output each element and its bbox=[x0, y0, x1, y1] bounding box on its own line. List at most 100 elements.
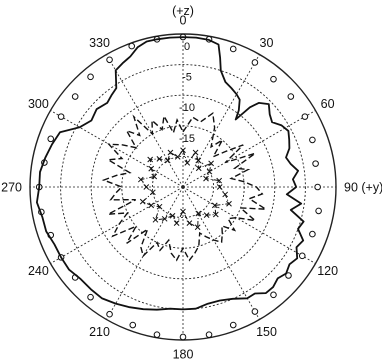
series-marker-circle bbox=[285, 272, 292, 279]
angle-label: 150 bbox=[256, 325, 277, 339]
axis-labels: (+z) 0 30 60 90 (+y) 120 150 180 210 240 270 300 33… bbox=[1, 4, 382, 362]
series-marker-x bbox=[173, 220, 180, 227]
top-axis-label: (+z) bbox=[172, 4, 194, 18]
series-marker-x bbox=[222, 191, 229, 198]
grid-spoke bbox=[106, 54, 184, 188]
series-marker-x bbox=[167, 149, 174, 156]
grid-spoke bbox=[182, 110, 316, 188]
x-stroke bbox=[212, 211, 219, 218]
x-stroke bbox=[186, 220, 193, 227]
series-marker-x bbox=[148, 202, 155, 209]
grid-spoke bbox=[106, 186, 184, 320]
series-marker-circle bbox=[57, 113, 65, 120]
series-marker-circle bbox=[251, 59, 259, 66]
grid-ring bbox=[151, 155, 215, 219]
series-marker-x bbox=[137, 176, 144, 183]
x-stroke bbox=[216, 184, 223, 190]
series-marker-x bbox=[203, 175, 209, 182]
x-stroke bbox=[206, 168, 213, 175]
series-marker-circle bbox=[298, 252, 306, 260]
x-stroke bbox=[195, 210, 202, 217]
series-marker-x bbox=[195, 210, 202, 217]
x-stroke bbox=[226, 200, 232, 207]
angle-label: 90 (+y) bbox=[344, 181, 382, 195]
series-marker-x bbox=[161, 215, 168, 222]
x-stroke bbox=[211, 202, 218, 209]
series-marker-circle bbox=[153, 331, 161, 338]
x-stroke bbox=[151, 173, 158, 180]
angle-label: 180 bbox=[173, 348, 194, 362]
series-marker-circle bbox=[270, 75, 277, 83]
series-marker-x bbox=[208, 160, 214, 167]
series-marker-x bbox=[192, 149, 199, 156]
x-stroke bbox=[194, 224, 201, 231]
series-marker-circle bbox=[106, 56, 113, 64]
series-marker-circle bbox=[229, 321, 237, 329]
radial-tick-label: -15 bbox=[179, 133, 195, 145]
series-marker-circle bbox=[87, 293, 94, 301]
series-marker-x bbox=[206, 168, 213, 175]
series-marker-circle bbox=[309, 136, 316, 144]
series-marker-x bbox=[216, 177, 223, 184]
x-stroke bbox=[161, 215, 168, 222]
series-marker-circle bbox=[205, 331, 213, 338]
series-marker-x bbox=[203, 212, 210, 218]
angle-label: 270 bbox=[1, 181, 22, 195]
x-stroke bbox=[195, 157, 202, 164]
series-line-solid bbox=[36, 36, 305, 311]
series-line-dashdot bbox=[139, 149, 230, 229]
x-stroke bbox=[180, 147, 186, 154]
grid-spoke bbox=[182, 54, 260, 188]
series-marker-circle bbox=[106, 310, 113, 318]
series-marker-x bbox=[164, 157, 171, 164]
x-stroke bbox=[167, 149, 174, 156]
x-stroke bbox=[173, 220, 180, 227]
x-stroke bbox=[156, 203, 163, 210]
x-stroke bbox=[184, 160, 191, 166]
radial-tick-label: 0 bbox=[184, 41, 190, 53]
angle-label: 120 bbox=[317, 264, 338, 278]
x-stroke bbox=[139, 198, 146, 205]
angle-label: 300 bbox=[28, 97, 49, 111]
series-marker-circle bbox=[251, 308, 259, 315]
series-marker-circle bbox=[314, 183, 321, 191]
series-marker-x bbox=[143, 184, 150, 190]
series-marker-x bbox=[152, 216, 159, 223]
x-stroke bbox=[152, 216, 159, 223]
series-marker-x bbox=[169, 212, 176, 219]
x-stroke bbox=[148, 165, 155, 172]
angle-label: 210 bbox=[89, 325, 110, 339]
grid-spoke bbox=[182, 186, 260, 320]
series-marker-circle bbox=[309, 230, 316, 238]
series-marker-circle bbox=[301, 113, 309, 120]
series-marker-x bbox=[156, 203, 163, 210]
grid-spoke bbox=[182, 186, 316, 264]
series-marker-x bbox=[139, 198, 146, 205]
series-marker-x bbox=[174, 154, 181, 160]
series-marker-x bbox=[211, 202, 218, 209]
x-stroke bbox=[150, 189, 156, 196]
series-marker-circle bbox=[87, 73, 94, 81]
x-stroke bbox=[148, 202, 155, 209]
series-marker-circle bbox=[287, 93, 295, 100]
series-marker-circle bbox=[229, 45, 237, 53]
x-stroke bbox=[222, 191, 229, 198]
series-marker-circle bbox=[128, 42, 136, 50]
series-marker-circle bbox=[270, 291, 277, 299]
grid-ring bbox=[90, 94, 276, 280]
series-marker-circle bbox=[179, 333, 187, 341]
x-stroke bbox=[203, 212, 210, 218]
radial-tick-label: -10 bbox=[179, 102, 195, 114]
series-marker-x bbox=[194, 224, 201, 231]
x-stroke bbox=[192, 149, 199, 156]
x-stroke bbox=[137, 176, 144, 183]
x-stroke bbox=[195, 165, 202, 172]
angle-label: 330 bbox=[89, 36, 110, 50]
series-marker-x bbox=[147, 156, 154, 163]
angle-label: 60 bbox=[321, 97, 335, 111]
angle-label: 30 bbox=[260, 36, 274, 50]
x-stroke bbox=[216, 177, 223, 184]
series-marker-x bbox=[180, 208, 186, 215]
x-stroke bbox=[143, 184, 150, 190]
